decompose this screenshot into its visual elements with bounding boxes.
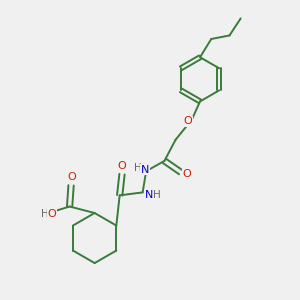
Text: O: O (184, 116, 192, 126)
Text: O: O (183, 169, 191, 178)
Text: H: H (41, 209, 49, 220)
Text: H: H (134, 163, 142, 173)
Text: O: O (118, 161, 126, 171)
Text: O: O (67, 172, 76, 182)
Text: H: H (154, 190, 161, 200)
Text: N: N (145, 190, 153, 200)
Text: N: N (141, 165, 149, 175)
Text: O: O (48, 209, 56, 220)
